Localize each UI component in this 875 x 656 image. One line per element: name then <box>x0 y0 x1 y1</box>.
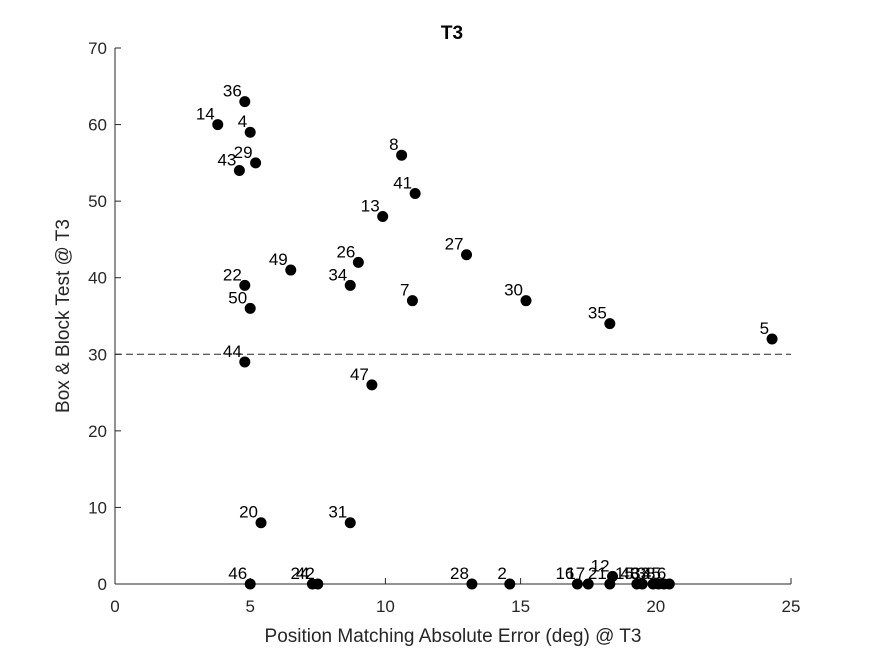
point-label: 22 <box>223 265 242 284</box>
point-label: 5 <box>760 319 769 338</box>
data-point <box>250 157 262 169</box>
point-label: 50 <box>228 288 247 307</box>
point-label: 35 <box>588 304 607 323</box>
y-tick-label: 30 <box>88 345 107 364</box>
point-label: 34 <box>328 265 347 284</box>
data-point <box>244 578 256 590</box>
data-point <box>285 264 297 276</box>
point-label: 45 <box>642 564 661 583</box>
x-tick-label: 25 <box>782 597 801 616</box>
point-label: 20 <box>239 503 258 522</box>
point-label: 43 <box>217 151 236 170</box>
point-label: 24 <box>290 564 309 583</box>
point-label: 31 <box>328 503 347 522</box>
y-tick-label: 10 <box>88 498 107 517</box>
point-label: 27 <box>445 235 464 254</box>
point-label: 7 <box>400 281 409 300</box>
point-label: 33 <box>631 564 650 583</box>
point-label: 46 <box>228 564 247 583</box>
x-tick-label: 15 <box>511 597 530 616</box>
data-point <box>377 210 389 222</box>
x-tick-label: 20 <box>646 597 665 616</box>
data-point <box>244 126 256 138</box>
x-tick-label: 10 <box>376 597 395 616</box>
y-tick-label: 0 <box>98 575 107 594</box>
data-point <box>461 249 473 261</box>
data-point <box>766 333 778 345</box>
data-points <box>212 96 778 590</box>
data-point <box>239 96 251 108</box>
point-label: 29 <box>234 143 253 162</box>
y-axis-label: Box & Block Test @ T3 <box>53 219 74 413</box>
data-point <box>406 295 418 307</box>
point-label: 44 <box>223 342 242 361</box>
x-tick-label: 5 <box>245 597 254 616</box>
point-label: 2 <box>497 564 506 583</box>
data-point <box>504 578 516 590</box>
point-label: 26 <box>336 242 355 261</box>
point-label: 42 <box>296 564 315 583</box>
point-label: 8 <box>389 135 398 154</box>
point-label: 4 <box>238 112 247 131</box>
data-point <box>604 318 616 330</box>
point-label: 30 <box>504 281 523 300</box>
data-point <box>466 578 478 590</box>
data-point <box>312 578 324 590</box>
point-label: 49 <box>269 250 288 269</box>
point-label: 15 <box>615 564 634 583</box>
data-point <box>396 149 408 161</box>
point-label: 12 <box>591 556 610 575</box>
data-point <box>244 302 256 314</box>
y-tick-label: 70 <box>88 39 107 58</box>
data-point <box>663 578 675 590</box>
point-label: 38 <box>637 564 656 583</box>
point-label: 28 <box>450 564 469 583</box>
x-axis-label: Position Matching Absolute Error (deg) @… <box>265 626 642 647</box>
y-tick-label: 50 <box>88 192 107 211</box>
y-tick-label: 40 <box>88 269 107 288</box>
point-label: 14 <box>196 105 215 124</box>
point-label: 48 <box>620 564 639 583</box>
data-point <box>352 256 364 268</box>
y-tick-label: 60 <box>88 116 107 135</box>
data-point <box>239 279 251 291</box>
data-point <box>636 578 648 590</box>
x-tick-label: 0 <box>110 597 119 616</box>
data-point <box>255 517 267 529</box>
point-label: 16 <box>555 564 574 583</box>
point-label: 41 <box>393 173 412 192</box>
point-label: 17 <box>566 564 585 583</box>
chart-title: T3 <box>441 23 463 44</box>
data-point <box>520 295 532 307</box>
point-label: 13 <box>361 196 380 215</box>
y-tick-label: 20 <box>88 422 107 441</box>
data-point <box>604 578 616 590</box>
data-point <box>344 517 356 529</box>
data-point <box>239 356 251 368</box>
data-point <box>582 578 594 590</box>
point-label: 36 <box>223 82 242 101</box>
point-label: 47 <box>350 365 369 384</box>
point-label: 6 <box>657 564 666 583</box>
data-point <box>344 279 356 291</box>
data-point <box>366 379 378 391</box>
y-ticks: 0 10 20 30 40 50 60 70 <box>88 39 121 594</box>
data-point <box>212 119 224 131</box>
point-label: 21 <box>588 564 607 583</box>
data-point <box>571 578 583 590</box>
data-point <box>233 165 245 177</box>
data-point <box>409 187 421 199</box>
